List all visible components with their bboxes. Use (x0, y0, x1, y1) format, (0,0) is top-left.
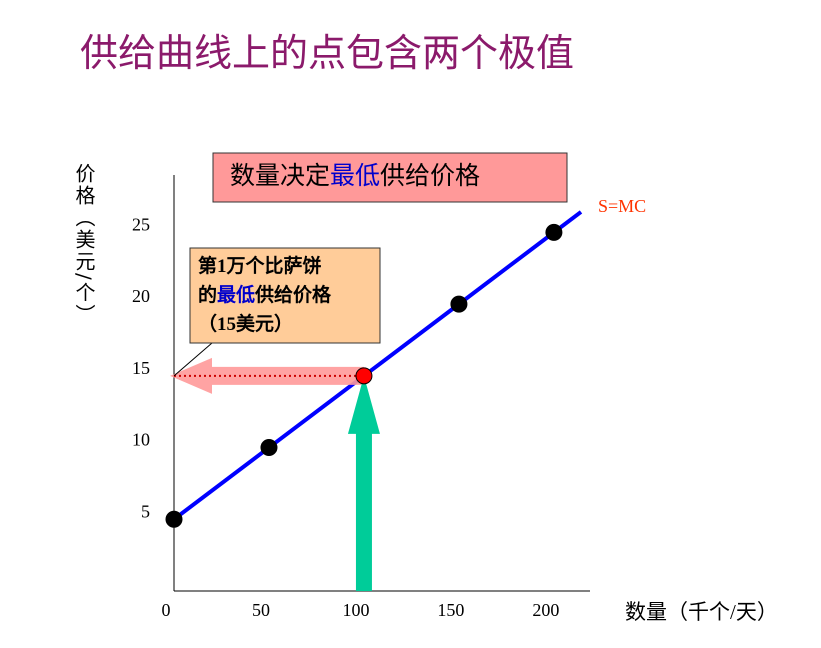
callout-part: 第1万个比萨饼 (198, 254, 322, 277)
quantity-arrow (347, 375, 380, 591)
annotation-text: 数量决定最低供给价格 (230, 162, 480, 190)
data-point (355, 367, 373, 385)
x-tick-label: 100 (342, 600, 369, 620)
annotation-part: 数量决定 (230, 162, 330, 190)
x-axis-label: 数量（千个/天） (625, 600, 778, 624)
y-tick-label: 10 (132, 430, 150, 450)
callout-part: 最低 (217, 283, 255, 306)
callout-line: 的最低供给价格 (198, 283, 332, 306)
data-point (545, 223, 563, 241)
data-point (450, 295, 468, 313)
callout-box (189, 247, 381, 344)
y-tick-label: 15 (132, 358, 150, 378)
slide-title: 供给曲线上的点包含两个极值 (80, 31, 575, 75)
legend-label: S=MC (598, 196, 646, 216)
x-tick-label: 0 (162, 600, 171, 620)
annotation-box (212, 152, 568, 203)
x-tick-label: 200 (532, 600, 559, 620)
y-tick-label: 25 (132, 215, 150, 235)
price-arrow (170, 357, 364, 394)
callout-part: （15美元） (198, 312, 293, 335)
x-tick-label: 150 (437, 600, 464, 620)
x-tick-label: 50 (252, 600, 270, 620)
annotation-part: 供给价格 (380, 162, 480, 190)
y-tick-label: 20 (132, 286, 150, 306)
callout-line: （15美元） (198, 312, 293, 335)
data-point (165, 510, 183, 528)
y-tick-label: 5 (141, 501, 150, 521)
callout-part: 供给价格 (254, 283, 332, 306)
callout-pointer (173, 342, 213, 377)
callout-line: 第1万个比萨饼 (198, 254, 322, 277)
callout-part: 的 (198, 283, 217, 306)
y-axis-label: 价格（美元/个） (72, 163, 96, 326)
data-point (260, 439, 278, 457)
annotation-part: 最低 (330, 162, 380, 190)
